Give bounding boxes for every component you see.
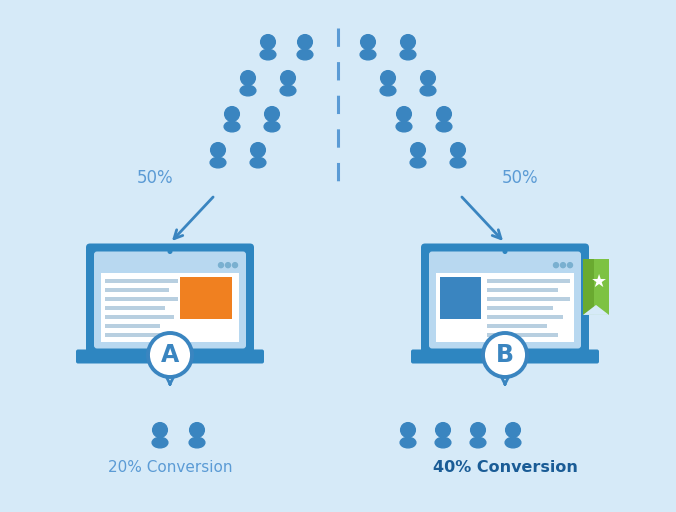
Text: ★: ★ — [591, 273, 607, 291]
FancyBboxPatch shape — [149, 351, 191, 362]
Ellipse shape — [264, 121, 280, 132]
Bar — [105, 315, 174, 319]
Bar — [487, 324, 547, 328]
Circle shape — [233, 263, 237, 268]
Circle shape — [190, 422, 204, 437]
Circle shape — [251, 143, 266, 157]
FancyBboxPatch shape — [429, 251, 581, 349]
Circle shape — [281, 71, 295, 86]
Text: B: B — [496, 343, 514, 367]
Ellipse shape — [210, 157, 226, 168]
Bar — [436, 273, 574, 342]
Circle shape — [420, 71, 435, 86]
Circle shape — [437, 106, 452, 121]
Bar — [105, 279, 178, 283]
Ellipse shape — [435, 437, 451, 448]
Bar — [487, 288, 558, 292]
Circle shape — [224, 106, 239, 121]
Circle shape — [148, 333, 192, 377]
Ellipse shape — [410, 157, 426, 168]
Bar — [487, 297, 570, 301]
Bar — [487, 306, 554, 310]
Ellipse shape — [360, 49, 376, 60]
Text: 20% Conversion: 20% Conversion — [107, 460, 233, 476]
Circle shape — [397, 106, 412, 121]
Ellipse shape — [152, 437, 168, 448]
Circle shape — [153, 422, 168, 437]
FancyBboxPatch shape — [411, 350, 599, 364]
FancyBboxPatch shape — [94, 251, 246, 349]
FancyBboxPatch shape — [86, 244, 254, 356]
Ellipse shape — [189, 437, 205, 448]
Text: 50%: 50% — [137, 169, 173, 187]
Ellipse shape — [436, 121, 452, 132]
Bar — [105, 324, 160, 328]
Bar — [105, 288, 170, 292]
Circle shape — [410, 143, 425, 157]
Bar — [101, 273, 239, 342]
Circle shape — [435, 422, 450, 437]
Ellipse shape — [400, 49, 416, 60]
Bar — [105, 333, 170, 337]
Bar — [487, 315, 563, 319]
Circle shape — [241, 71, 256, 86]
Ellipse shape — [396, 121, 412, 132]
Circle shape — [381, 71, 395, 86]
Ellipse shape — [280, 86, 296, 96]
Bar — [594, 259, 609, 315]
Circle shape — [503, 250, 507, 253]
Bar — [487, 279, 570, 283]
Circle shape — [226, 263, 231, 268]
FancyBboxPatch shape — [76, 350, 264, 364]
Text: 40% Conversion: 40% Conversion — [433, 460, 577, 476]
Text: A: A — [161, 343, 179, 367]
Ellipse shape — [450, 157, 466, 168]
Bar — [487, 333, 558, 337]
Circle shape — [506, 422, 521, 437]
Ellipse shape — [380, 86, 396, 96]
Bar — [101, 259, 239, 272]
Ellipse shape — [400, 437, 416, 448]
Bar — [105, 306, 165, 310]
Circle shape — [168, 250, 172, 253]
Ellipse shape — [250, 157, 266, 168]
FancyBboxPatch shape — [421, 244, 589, 356]
Circle shape — [261, 35, 275, 49]
Bar — [105, 297, 178, 301]
Ellipse shape — [505, 437, 521, 448]
Circle shape — [264, 106, 279, 121]
Circle shape — [361, 35, 375, 49]
Bar — [180, 277, 232, 319]
Polygon shape — [583, 305, 609, 315]
Circle shape — [297, 35, 312, 49]
FancyBboxPatch shape — [484, 351, 526, 362]
Ellipse shape — [224, 121, 240, 132]
Text: 50%: 50% — [502, 169, 538, 187]
Circle shape — [483, 333, 527, 377]
Bar — [583, 259, 594, 315]
Circle shape — [451, 143, 465, 157]
Circle shape — [554, 263, 558, 268]
Bar — [436, 259, 574, 272]
Ellipse shape — [260, 49, 276, 60]
Bar — [440, 277, 481, 319]
Circle shape — [211, 143, 225, 157]
Ellipse shape — [470, 437, 486, 448]
Circle shape — [560, 263, 566, 268]
Circle shape — [218, 263, 224, 268]
Circle shape — [567, 263, 573, 268]
Circle shape — [401, 422, 415, 437]
Ellipse shape — [297, 49, 313, 60]
Circle shape — [470, 422, 485, 437]
Circle shape — [401, 35, 415, 49]
Ellipse shape — [240, 86, 256, 96]
Ellipse shape — [420, 86, 436, 96]
